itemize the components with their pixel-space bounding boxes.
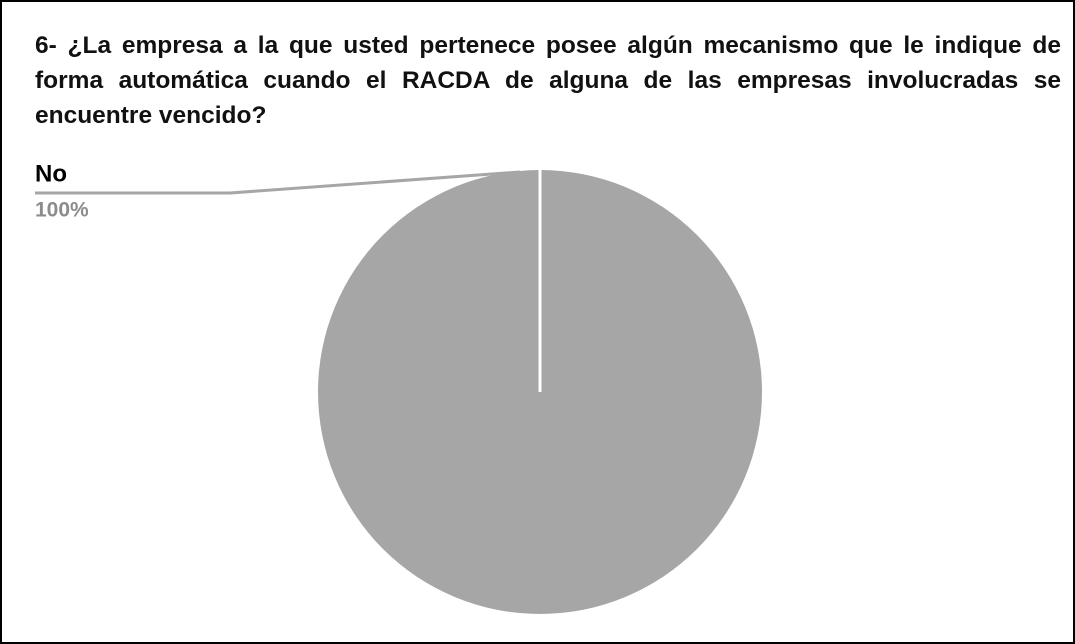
- slice-value-label: 100%: [35, 199, 89, 222]
- leader-line: [35, 170, 521, 195]
- slice-label: No: [35, 160, 67, 187]
- chart-title: 6- ¿La empresa a la que usted pertenece …: [35, 32, 1061, 129]
